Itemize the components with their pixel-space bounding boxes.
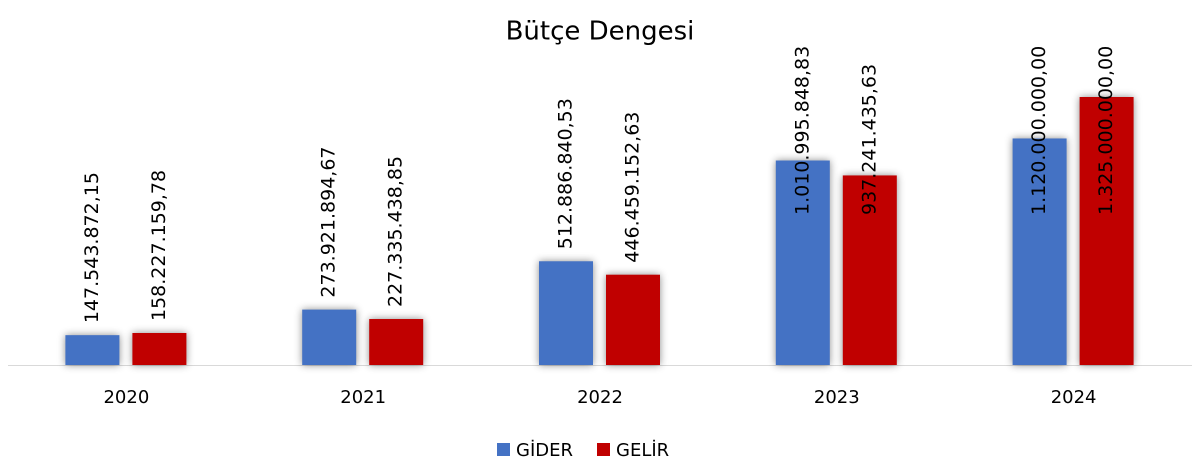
- x-tick-label: 2021: [340, 387, 386, 408]
- legend-swatch: [497, 443, 510, 456]
- bar: [65, 335, 120, 365]
- data-label: 158.227.159,78: [148, 170, 170, 321]
- bar: [775, 160, 830, 365]
- data-label: 512.886.840,53: [555, 98, 577, 249]
- chart-title: Bütçe Dengesi: [506, 17, 695, 47]
- x-tick-label: 2023: [814, 387, 860, 408]
- bar: [606, 274, 660, 365]
- legend-label: GELİR: [616, 440, 669, 461]
- x-tick-label: 2020: [103, 387, 149, 408]
- bar: [539, 261, 593, 365]
- data-label: 1.120.000.000,00: [1028, 46, 1050, 215]
- bar: [1079, 97, 1134, 365]
- data-label: 147.543.872,15: [81, 172, 103, 323]
- legend-label: GİDER: [516, 440, 573, 461]
- x-tick-label: 2024: [1051, 387, 1097, 408]
- legend-swatch: [597, 443, 610, 456]
- bar: [369, 319, 424, 365]
- bar: [1012, 138, 1067, 365]
- data-label: 446.459.152,63: [622, 112, 644, 263]
- data-label: 227.335.438,85: [385, 156, 407, 307]
- bar: [302, 309, 357, 365]
- data-label: 937.241.435,63: [858, 64, 880, 215]
- bar: [132, 332, 187, 365]
- bar: [842, 175, 897, 365]
- data-label: 273.921.894,67: [318, 147, 340, 298]
- data-label: 1.325.000.000,00: [1095, 46, 1117, 215]
- x-tick-label: 2022: [577, 387, 623, 408]
- data-label: 1.010.995.848,83: [791, 46, 813, 215]
